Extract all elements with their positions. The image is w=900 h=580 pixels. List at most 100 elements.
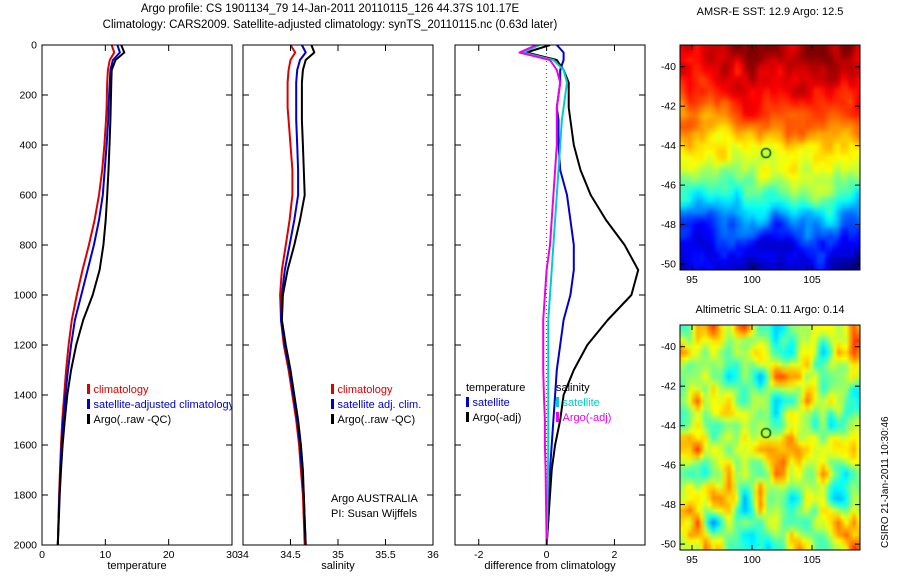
tick-label: -50 [661,539,676,551]
tick-label: 0 [39,549,45,561]
legend-header-temperature: temperature [466,382,526,394]
legend-item-climatology: climatology [87,383,232,398]
legend-label: Argo(..raw -QC) [93,414,172,426]
tick-label: 36 [427,549,439,561]
legend-label: satellite [472,397,510,409]
figure-title-line1: Argo profile: CS 1901134_79 14-Jan-2011 … [140,3,520,15]
tick-label: 34 [237,549,249,561]
tick-label: -40 [661,341,676,353]
tick-label: -42 [661,101,676,113]
line-sample-icon [466,412,469,422]
line-sample-icon [87,414,90,424]
line-sample-icon [331,414,334,424]
tick-label: 2 [612,549,618,561]
tick-label: -40 [661,61,676,73]
line-sample-icon [87,399,90,409]
tick-label: 95 [686,274,698,286]
sla-map-title: Altimetric SLA: 0.11 Argo: 0.14 [695,304,845,316]
tick-label: 0 [31,40,37,52]
legend-label: satellite [562,397,600,409]
tick-label: 800 [19,240,37,252]
tick-label: 105 [803,554,821,566]
figure-title-line2: Climatology: CARS2009. Satellite-adjuste… [102,19,558,31]
tick-label: 35.5 [375,549,396,561]
tick-label: 20 [163,549,175,561]
tick-label: -46 [661,460,676,472]
temperature-legend: climatology satellite-adjusted climatolo… [87,383,232,428]
tick-label: 100 [743,274,761,286]
sst-map [680,45,860,270]
legend-item-sal-satellite: satellite [556,396,611,411]
legend-item-temp-argo-adj: Argo(-adj) [466,411,525,426]
profile-line-salinity-satellite [521,45,568,545]
profile-line-salinity-argo-adj- [518,45,562,545]
sst-map-title: AMSR-E SST: 12.9 Argo: 12.5 [696,6,844,18]
legend-item-satellite-adj-clim: satellite adj. clim. [331,398,421,413]
legend-item-sal-argo-adj: Argo(-adj) [556,411,611,426]
temperature-axis-label: temperature [107,560,167,572]
tick-label: -42 [661,381,676,393]
tick-label: 1400 [14,390,38,402]
legend-item-climatology: climatology [331,383,421,398]
legend-item-satellite-adjusted: satellite-adjusted climatology [87,398,232,413]
annotation-line1: Argo AUSTRALIA [331,493,418,505]
line-sample-icon [556,412,559,422]
legend-label: Argo(-adj) [472,412,522,424]
legend-label: Argo(..raw -QC) [337,414,416,426]
salinity-axis-label: salinity [321,560,355,572]
line-sample-icon [331,399,334,409]
legend-item-temp-satellite: satellite [466,396,525,411]
sla-map [680,325,860,550]
tick-label: 30 [226,549,238,561]
difference-legend-salinity: salinity satellite Argo(-adj) [556,381,611,426]
tick-label: 2000 [14,540,38,552]
legend-label: satellite adj. clim. [337,399,422,411]
legend-label: climatology [337,384,393,396]
axes-box [242,44,434,546]
tick-label: 34.5 [280,549,301,561]
tick-label: 35 [332,549,344,561]
tick-label: -46 [661,180,676,192]
map-axes-box [679,324,861,551]
profile-line-argo-raw-qc- [280,45,316,545]
tick-label: -48 [661,219,676,231]
tick-label: 95 [686,554,698,566]
tick-label: 1800 [14,490,38,502]
map-axes-box [679,44,861,271]
csiro-timestamp: CSIRO 21-Jan-2011 10:30:46 [880,416,891,548]
tick-label: 0 [544,549,550,561]
tick-label: 400 [19,140,37,152]
line-sample-icon [466,397,469,407]
difference-legend-temperature: temperature satellite Argo(-adj) [466,381,525,426]
line-sample-icon [556,397,559,407]
legend-label: climatology [93,384,149,396]
line-sample-icon [331,384,334,394]
tick-label: 100 [743,554,761,566]
salinity-legend: climatology satellite adj. clim. Argo(..… [331,383,421,428]
line-sample-icon [87,384,90,394]
profile-line-temperature-argo-adj- [525,45,640,545]
tick-label: -44 [661,140,676,152]
legend-label: Argo(-adj) [562,412,612,424]
tick-label: 1200 [14,340,38,352]
axes-box [41,44,233,546]
profile-line-argo-raw-qc- [56,45,126,545]
profile-line-climatology [56,45,116,545]
legend-item-argo-raw: Argo(..raw -QC) [331,413,421,428]
tick-label: 1600 [14,440,38,452]
tick-label: -50 [661,259,676,271]
legend-item-argo-raw: Argo(..raw -QC) [87,413,232,428]
tick-label: 200 [19,90,37,102]
tick-label: -48 [661,499,676,511]
argo-australia-annotation: Argo AUSTRALIA PI: Susan Wijffels [331,492,418,522]
legend-header-salinity: salinity [556,382,590,394]
tick-label: 10 [99,549,111,561]
tick-label: -2 [474,549,483,561]
tick-label: -44 [661,420,676,432]
tick-label: 1000 [14,290,38,302]
annotation-line2: PI: Susan Wijffels [331,508,417,520]
difference-axis-label: difference from climatology [484,560,616,572]
tick-label: 600 [19,190,37,202]
